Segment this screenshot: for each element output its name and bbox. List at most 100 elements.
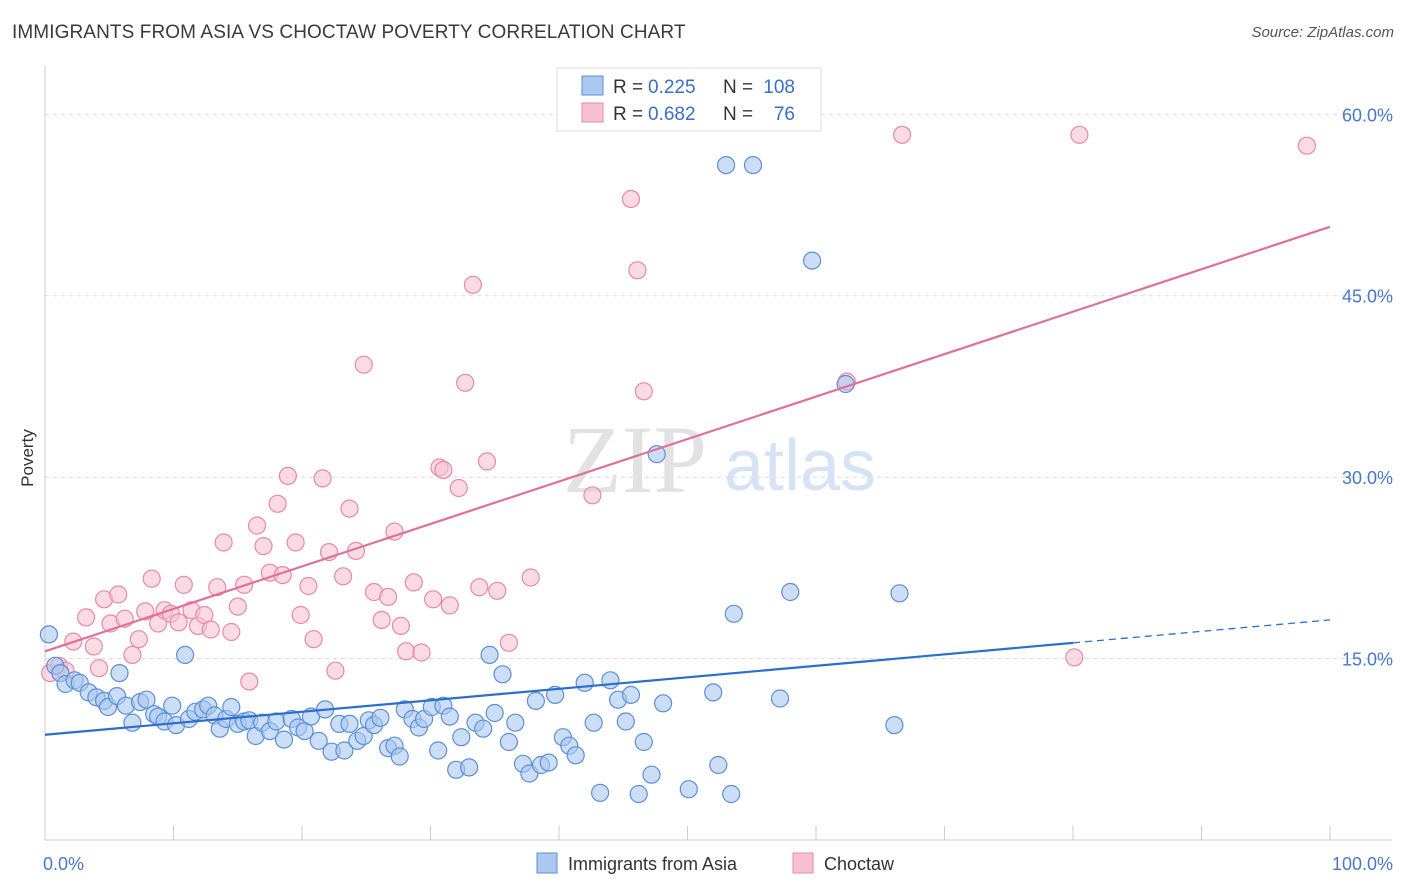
asia-point [222, 697, 241, 717]
choctaw-point [463, 275, 482, 294]
asia-point [493, 665, 512, 684]
choctaw-point [169, 613, 188, 632]
asia-point [629, 784, 648, 804]
legend-label-asia: Immigrants from Asia [568, 854, 738, 874]
asia-point [371, 708, 390, 727]
choctaw-point [412, 643, 431, 662]
choctaw-point [142, 569, 161, 588]
choctaw-point [334, 567, 353, 586]
asia-point [890, 584, 909, 603]
asia-point [340, 714, 359, 734]
asia-point [460, 758, 479, 777]
choctaw-point [521, 568, 540, 587]
source-credit: Source: ZipAtlas.com [1251, 24, 1394, 41]
asia-point [429, 741, 448, 760]
asia-point [485, 703, 504, 723]
choctaw-point [286, 533, 305, 552]
choctaw-point [313, 469, 332, 488]
choctaw-point [449, 478, 468, 498]
asia-point [506, 713, 525, 732]
trendlines [44, 225, 1331, 736]
asia-point [499, 732, 518, 752]
choctaw-point [634, 382, 653, 401]
legend-bottom: Immigrants from Asia Choctaw [536, 852, 895, 874]
y-axis-label: Poverty [18, 429, 37, 487]
x-tick-label: 100.0% [1332, 854, 1393, 874]
legend-r-label: R = [613, 104, 643, 125]
legend-swatch-choctaw [792, 852, 814, 874]
legend-n-value: 76 [774, 104, 795, 125]
choctaw-point [299, 576, 318, 596]
choctaw-point [1065, 648, 1084, 667]
y-tick-label: 60.0% [1342, 105, 1393, 125]
choctaw-point [354, 355, 373, 374]
asia-point [584, 713, 603, 732]
asia-point [601, 671, 620, 690]
legend-label-choctaw: Choctaw [824, 854, 895, 874]
asia-point [709, 755, 728, 775]
legend-swatch-pink [581, 102, 604, 123]
choctaw-point [109, 585, 128, 604]
asia-point [770, 689, 790, 708]
y-tick-label: 15.0% [1342, 650, 1393, 670]
x-tick-labels: 0.0% 100.0% [43, 854, 1393, 874]
choctaw-point [477, 452, 497, 471]
choctaw-point [470, 578, 489, 597]
asia-point [526, 691, 546, 711]
choctaw-point [174, 575, 193, 594]
choctaw-point [268, 494, 287, 513]
choctaw-point [621, 189, 641, 209]
asia-point [539, 753, 558, 772]
choctaw-point [326, 661, 345, 680]
asia-point [621, 685, 641, 705]
y-tick-label: 30.0% [1342, 468, 1393, 488]
asia-point [110, 663, 129, 683]
asia-point [163, 696, 182, 715]
asia-point [781, 582, 800, 602]
asia-point [724, 604, 743, 623]
asia-point [452, 728, 471, 747]
choctaw-point [424, 590, 443, 609]
choctaw-point [397, 642, 416, 661]
asia-point [123, 713, 142, 732]
axes [44, 66, 1392, 841]
choctaw-point [456, 373, 475, 392]
choctaw-point [488, 581, 507, 600]
choctaw-points [40, 125, 1317, 691]
choctaw-point [892, 125, 912, 144]
asia-point [679, 780, 698, 799]
asia-trendline [44, 641, 1074, 736]
legend-r-value: 0.682 [648, 104, 696, 125]
legend-r-label: R = [613, 77, 643, 98]
asia-point [545, 685, 565, 705]
asia-point [634, 732, 653, 752]
asia-point [743, 156, 763, 175]
y-tick-label: 45.0% [1342, 287, 1393, 307]
asia-point [137, 690, 156, 709]
asia-point [802, 251, 822, 270]
choctaw-point [129, 630, 148, 649]
choctaw-point [434, 460, 453, 479]
asia-point [440, 707, 459, 726]
asia-point [566, 746, 585, 765]
choctaw-point [291, 605, 310, 625]
legend-n-label: N = [723, 77, 753, 98]
asia-point [616, 712, 635, 731]
asia-point [274, 730, 294, 749]
choctaw-point [89, 659, 109, 678]
watermark-atlas: atlas [724, 426, 876, 506]
choctaw-point [214, 533, 233, 552]
choctaw-point [208, 578, 227, 597]
asia-point [390, 747, 409, 766]
choctaw-point [404, 573, 423, 592]
legend-r-value: 0.225 [648, 77, 696, 98]
choctaw-point [201, 620, 220, 639]
asia-point [39, 625, 59, 644]
asia-point [480, 645, 499, 665]
choctaw-point [304, 630, 323, 649]
choctaw-point [84, 637, 103, 656]
asia-point [653, 694, 673, 713]
watermark: ZIP atlas [563, 406, 876, 513]
choctaw-point [228, 597, 247, 616]
